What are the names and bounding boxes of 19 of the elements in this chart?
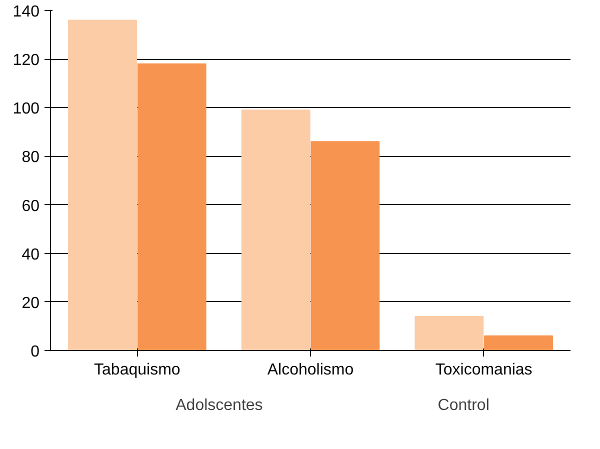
text: Adolscentes: [176, 397, 263, 415]
y-tick-label: 100: [12, 100, 40, 118]
y-tick-label: 60: [22, 198, 40, 215]
y-tick-label: 120: [12, 52, 40, 70]
bar: [310, 141, 380, 350]
x-tick-label: Alcoholismo: [267, 362, 354, 378]
x-tick-label: Tabaquismo: [94, 362, 180, 378]
y-tick-label: 0: [30, 344, 40, 360]
y-tick-label: 80: [22, 149, 40, 166]
bar: [414, 316, 484, 350]
y-tick-label: 40: [22, 246, 40, 264]
text: Control: [438, 397, 490, 415]
bar: [137, 63, 206, 350]
bar: [484, 335, 553, 350]
y-tick-label: 140: [12, 4, 40, 20]
y-tick-label: 20: [22, 294, 40, 312]
bar: [68, 20, 137, 350]
bar: [241, 110, 310, 350]
x-tick-label: Toxicomanias: [435, 362, 532, 378]
